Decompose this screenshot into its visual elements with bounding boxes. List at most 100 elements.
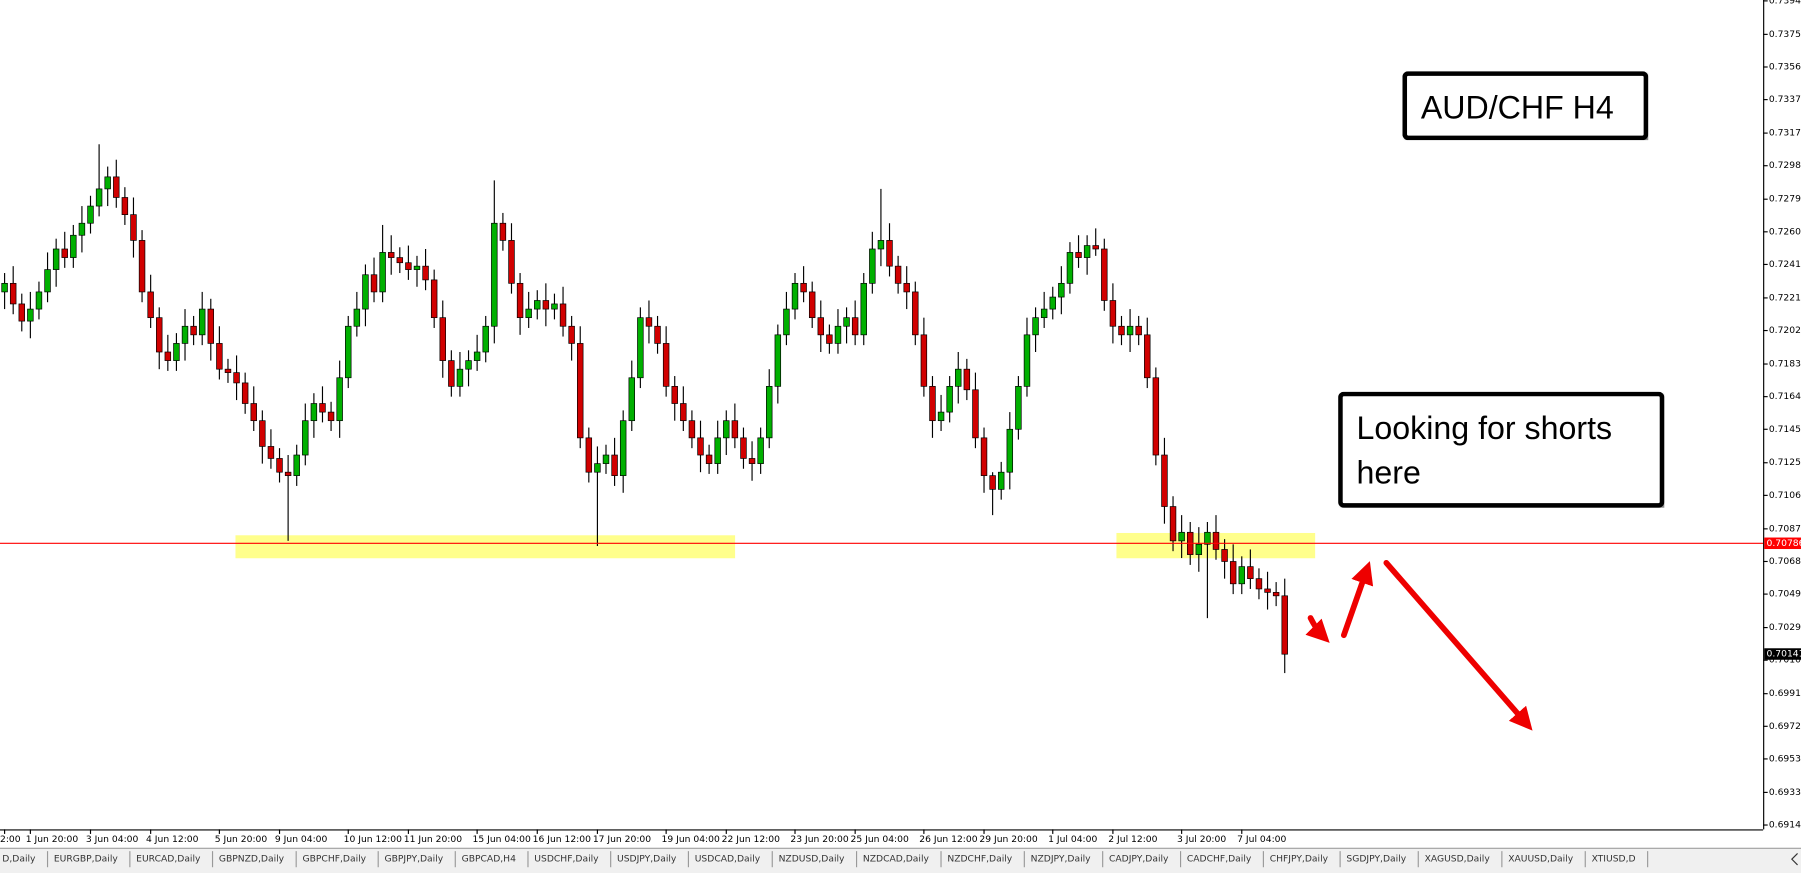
candle-body	[430, 279, 438, 319]
tab[interactable]: GBPNZD,Daily	[219, 854, 285, 865]
tab[interactable]: SGDJPY,Daily	[1346, 854, 1406, 865]
candle-body	[276, 458, 283, 473]
candle-body	[78, 222, 86, 236]
tab[interactable]: NZDUSD,Daily	[779, 854, 845, 865]
candle-body	[508, 240, 515, 284]
tab[interactable]: NZDJPY,Daily	[1031, 854, 1092, 865]
candle-body	[568, 325, 575, 344]
candle-body	[181, 325, 189, 344]
tab[interactable]: USDCHF,Daily	[534, 854, 599, 865]
annotation-box: Looking for shorts here	[1338, 391, 1665, 508]
candle-body	[353, 308, 361, 327]
candle-body	[869, 248, 876, 284]
candle-body	[370, 274, 378, 293]
tab[interactable]: CHFJPY,Daily	[1270, 854, 1329, 865]
candle-body	[1006, 428, 1014, 473]
tab[interactable]: D,Daily	[2, 854, 36, 865]
x-tick-label: 2 Jul 12:00	[1108, 834, 1157, 845]
candle-body	[929, 386, 936, 422]
x-tick-label: 3 Jul 20:00	[1177, 834, 1226, 845]
candle-body	[817, 317, 825, 336]
arrow	[1383, 559, 1533, 731]
candle-body	[894, 265, 902, 284]
candle-body	[740, 437, 747, 459]
candle-body	[233, 372, 240, 384]
tab[interactable]: CADJPY,Daily	[1109, 854, 1169, 865]
candle-body	[1049, 296, 1056, 310]
candle-body	[791, 282, 799, 310]
candle-body	[173, 343, 180, 361]
x-tick-label: 2:00	[0, 834, 21, 845]
x-tick-label: 3 Jun 04:00	[86, 834, 139, 845]
candle-body	[886, 240, 893, 267]
candle-body	[748, 458, 756, 464]
y-tick-label: 0.70105	[1769, 655, 1801, 666]
y-tick-label: 0.71065	[1769, 490, 1801, 501]
candle-body	[327, 411, 335, 422]
scroll-left[interactable]	[1790, 853, 1798, 866]
candle-body	[138, 240, 146, 293]
candle-body	[482, 325, 489, 353]
tab[interactable]: GBPCHF,Daily	[302, 854, 366, 865]
candle-body	[448, 360, 455, 387]
x-tick-label: 22 Jun 12:00	[722, 834, 780, 845]
y-tick-label: 0.70295	[1769, 622, 1801, 633]
tab[interactable]: EURGBP,Daily	[54, 854, 119, 865]
tab[interactable]: EURCAD,Daily	[136, 854, 201, 865]
y-tick-label: 0.73175	[1769, 128, 1801, 139]
candle-body	[654, 325, 661, 344]
candle-body	[1015, 386, 1022, 430]
candle-body	[1075, 252, 1082, 258]
tab[interactable]: USDCAD,Daily	[695, 854, 761, 865]
candle-body	[637, 317, 644, 379]
tab[interactable]: GBPCAD,H4	[462, 854, 516, 865]
tab[interactable]: USDJPY,Daily	[617, 854, 677, 865]
x-tick-label: 29 Jun 20:00	[979, 834, 1037, 845]
candle-body	[465, 360, 472, 370]
x-tick-label: 25 Jun 04:00	[851, 834, 909, 845]
candle-body	[602, 454, 610, 464]
tab[interactable]: XTIUSD,D	[1592, 854, 1636, 865]
candle-body	[216, 343, 223, 370]
x-tick-label: 23 Jun 20:00	[790, 834, 848, 845]
candle-body	[379, 252, 386, 293]
tab[interactable]: NZDCAD,Daily	[863, 854, 930, 865]
candle-body	[551, 303, 558, 310]
hline-price-label: 0.70786	[1767, 538, 1801, 549]
candle-body	[688, 420, 696, 439]
candle-body	[241, 382, 249, 404]
y-tick-label: 0.69335	[1769, 787, 1801, 798]
candle-body	[70, 234, 77, 258]
tab[interactable]: GBPJPY,Daily	[385, 854, 444, 865]
candle-body	[284, 471, 292, 476]
candle-body	[774, 334, 782, 387]
candle-body	[336, 377, 343, 422]
tab[interactable]: NZDCHF,Daily	[947, 854, 1012, 865]
candle-body	[1238, 566, 1245, 585]
candle-body	[783, 308, 790, 336]
x-tick-label: 15 Jun 04:00	[473, 834, 531, 845]
candle-body	[671, 386, 678, 404]
candle-body	[1247, 566, 1254, 579]
tab[interactable]: XAGUSD,Daily	[1425, 854, 1491, 865]
candle-body	[585, 437, 593, 473]
candle-body	[1195, 543, 1203, 555]
tab[interactable]: XAUUSD,Daily	[1508, 854, 1574, 865]
candle-body	[1126, 325, 1134, 336]
candle-body	[766, 386, 773, 439]
candle-body	[1204, 531, 1211, 545]
y-tick-label: 0.71255	[1769, 457, 1801, 468]
candle-body	[87, 205, 94, 224]
title-box: AUD/CHF H4	[1402, 71, 1649, 141]
y-tick-label: 0.72025	[1769, 325, 1801, 336]
x-tick-label: 19 Jun 04:00	[662, 834, 720, 845]
candle-body	[310, 403, 318, 422]
tab[interactable]: CADCHF,Daily	[1187, 854, 1252, 865]
candle-body	[1272, 592, 1280, 597]
